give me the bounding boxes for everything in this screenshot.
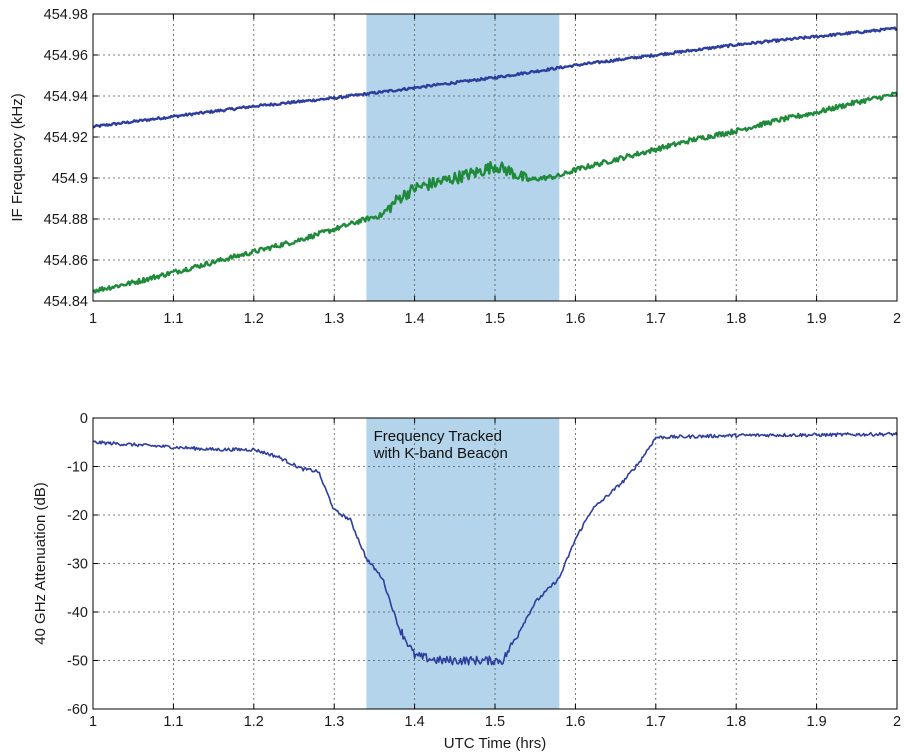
x-tick-label: 1.7 xyxy=(646,311,666,327)
frequency-tracked-shaded-region xyxy=(366,14,560,301)
attenuation-panel: 1 1.1 1.2 1.3 1.4 1.5 1.6 1.7 1.8 1.9 2 0 -10 -20 -30… xyxy=(32,411,901,752)
x-tick-label: 1.5 xyxy=(485,311,505,327)
x-tick-label: 1.1 xyxy=(163,311,183,327)
x-tick-label: 1.3 xyxy=(324,311,344,327)
x-tick-label: 1.9 xyxy=(807,714,827,730)
annotation-line-1: Frequency Tracked xyxy=(374,428,502,445)
x-tick-label: 1.4 xyxy=(405,714,425,730)
y-tick-label: 454.98 xyxy=(44,7,88,23)
x-tick-label: 1.8 xyxy=(726,714,746,730)
y-tick-label: -40 xyxy=(67,605,88,621)
if-frequency-series xyxy=(92,26,899,294)
attenuation-grid xyxy=(93,418,897,709)
y-tick-label: 454.84 xyxy=(44,294,88,310)
x-tick-label: 1.1 xyxy=(163,714,183,730)
y-tick-label: -10 xyxy=(67,460,88,476)
x-axis-label: UTC Time (hrs) xyxy=(444,735,547,752)
series-line-1 xyxy=(92,26,898,129)
x-tick-label: 1.4 xyxy=(405,311,425,327)
series-line-2 xyxy=(92,91,899,294)
x-tick-label: 1.2 xyxy=(244,311,264,327)
x-tick-label: 1.2 xyxy=(244,714,264,730)
y-tick-label: -20 xyxy=(67,508,88,524)
x-tick-label: 1 xyxy=(89,311,97,327)
x-tick-label: 1.6 xyxy=(565,311,585,327)
x-tick-label: 1.3 xyxy=(324,714,344,730)
y-tick-label: 454.94 xyxy=(44,89,88,105)
y-tick-label: 0 xyxy=(80,411,88,427)
annotation-line-2: with K-band Beacon xyxy=(373,445,508,462)
attenuation-y-axis-label: 40 GHz Attenuation (dB) xyxy=(32,482,49,645)
attenuation-y-ticks: 0 -10 -20 -30 -40 -50 -60 xyxy=(67,411,897,718)
attenuation-series xyxy=(92,431,898,666)
y-tick-label: -30 xyxy=(67,557,88,573)
if-frequency-panel: 1 1.1 1.2 1.3 1.4 1.5 1.6 1.7 1.8 1.9 2 454.84454.… xyxy=(9,7,901,327)
y-tick-label: 454.9 xyxy=(52,171,88,187)
if-frequency-y-axis-label: IF Frequency (kHz) xyxy=(9,93,26,221)
y-tick-label: 454.92 xyxy=(44,130,88,146)
series-line-1 xyxy=(92,431,898,666)
x-tick-label: 2 xyxy=(893,311,901,327)
y-tick-label: 454.96 xyxy=(44,48,88,64)
if-frequency-y-ticks: 454.84 454.86 454.88 454.9 454.92 454.94 454.9… xyxy=(44,7,897,310)
x-tick-label: 1.7 xyxy=(646,714,666,730)
x-tick-label: 1.6 xyxy=(565,714,585,730)
y-tick-label: 454.86 xyxy=(44,253,88,269)
x-tick-label: 1.5 xyxy=(485,714,505,730)
y-tick-label: -60 xyxy=(67,702,88,718)
x-tick-label: 1 xyxy=(89,714,97,730)
y-tick-label: -50 xyxy=(67,654,88,670)
x-tick-label: 1.8 xyxy=(726,311,746,327)
x-tick-label: 1.9 xyxy=(807,311,827,327)
y-tick-label: 454.88 xyxy=(44,212,88,228)
if-frequency-x-ticks: 1 1.1 1.2 1.3 1.4 1.5 1.6 1.7 1.8 1.9 2 xyxy=(89,14,901,327)
x-tick-label: 2 xyxy=(893,714,901,730)
attenuation-x-ticks: 1 1.1 1.2 1.3 1.4 1.5 1.6 1.7 1.8 1.9 2 xyxy=(89,418,901,730)
if-frequency-grid xyxy=(93,14,897,301)
